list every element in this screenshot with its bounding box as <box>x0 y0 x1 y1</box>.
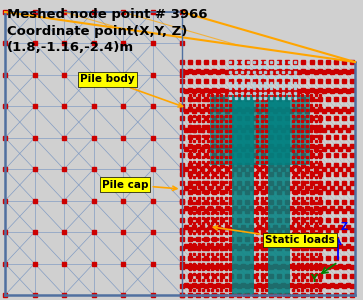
Bar <box>232 95 254 295</box>
Text: Static loads: Static loads <box>213 226 335 245</box>
Text: Pile cap: Pile cap <box>102 179 177 191</box>
Bar <box>210 95 310 165</box>
Text: Meshed node point # 3966
Coordinate point(X,Y, Z)
(1.8,-1.16,-2.4)m: Meshed node point # 3966 Coordinate poin… <box>7 8 208 54</box>
Text: Y: Y <box>310 274 317 284</box>
Text: Pile body: Pile body <box>80 74 183 107</box>
Text: Z: Z <box>341 222 348 232</box>
Bar <box>268 95 290 295</box>
